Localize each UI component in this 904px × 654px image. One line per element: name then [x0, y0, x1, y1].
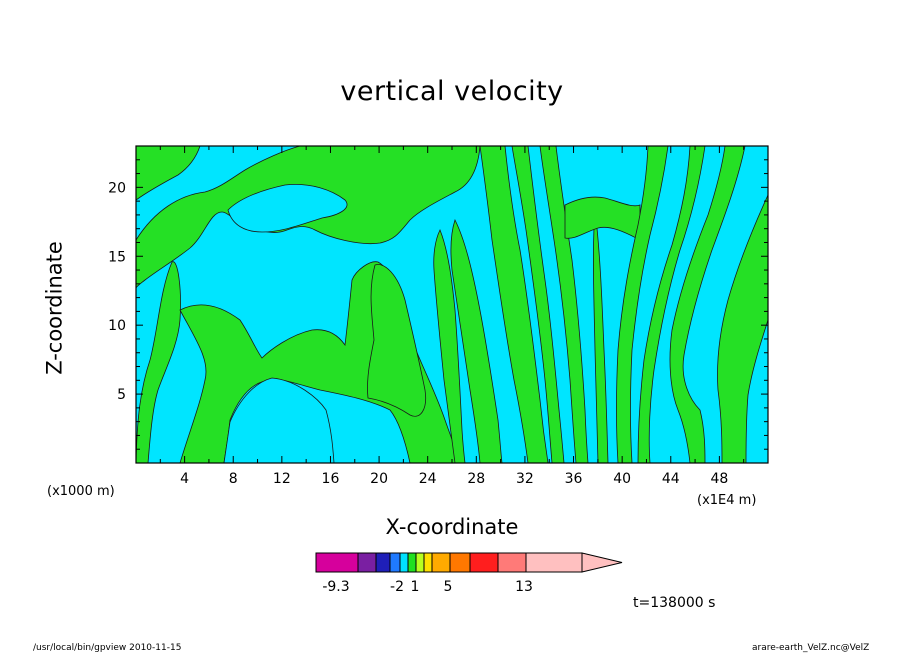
x-tick-label: 20	[370, 471, 388, 487]
colorbar-segment	[423, 552, 433, 573]
colorbar-segment	[525, 552, 583, 573]
time-stamp: t=138000 s	[633, 595, 716, 611]
colorbar-label: 1	[411, 579, 420, 595]
y-tick-label: 5	[117, 387, 126, 403]
x-tick-label: 44	[662, 471, 680, 487]
x-tick-label: 48	[710, 471, 728, 487]
colorbar: -9.3 -2 1 5 13	[315, 552, 623, 595]
contour-region	[367, 264, 427, 417]
contour-region	[450, 218, 503, 463]
colorbar-segment	[431, 552, 451, 573]
colorbar-segment	[315, 552, 359, 573]
colorbar-label: 5	[444, 579, 453, 595]
x-axis: 4 8 12 16 20 24 28 32 36 40 44 48	[159, 146, 745, 487]
footer-file-variable: arare-earth_VelZ.nc@VelZ	[752, 643, 870, 653]
contour-region	[669, 146, 746, 463]
colorbar-label: -2	[390, 579, 404, 595]
contour-region	[433, 229, 466, 463]
colorbar-segment	[497, 552, 527, 573]
colorbar-extend-arrow	[581, 552, 623, 573]
contour-field	[136, 146, 768, 463]
contour-region	[616, 146, 669, 463]
x-tick-label: 16	[322, 471, 340, 487]
y-axis: 5 10 15 20	[108, 159, 768, 450]
contour-region	[511, 146, 565, 463]
colorbar-segment	[469, 552, 499, 573]
colorbar-segment	[399, 552, 409, 573]
x-axis-unit-right: (x1E4 m)	[697, 493, 757, 508]
contour-region	[637, 146, 706, 463]
x-tick-label: 32	[516, 471, 534, 487]
footer-program-date: /usr/local/bin/gpview 2010-11-15	[33, 643, 182, 653]
x-tick-label: 8	[229, 471, 238, 487]
colorbar-segment	[357, 552, 377, 573]
colorbar-label: -9.3	[322, 579, 349, 595]
y-tick-label: 10	[108, 318, 126, 334]
x-axis-unit-left: (x1000 m)	[47, 484, 115, 499]
y-tick-label: 15	[108, 249, 126, 265]
x-tick-label: 40	[613, 471, 631, 487]
contour-region	[479, 146, 549, 463]
x-tick-label: 36	[565, 471, 583, 487]
y-tick-label: 20	[108, 180, 126, 196]
colorbar-label: 13	[515, 579, 533, 595]
colorbar-segment	[415, 552, 425, 573]
colorbar-segment	[407, 552, 417, 573]
x-tick-label: 4	[180, 471, 189, 487]
colorbar-segment	[449, 552, 471, 573]
x-axis-label: X-coordinate	[385, 515, 519, 539]
contour-region	[136, 146, 201, 201]
contour-region	[136, 261, 181, 463]
contour-region	[539, 146, 589, 463]
colorbar-segment	[389, 552, 401, 573]
x-tick-label: 12	[273, 471, 291, 487]
contour-region	[223, 377, 335, 463]
contour-region	[593, 209, 609, 463]
chart-title: vertical velocity	[340, 76, 564, 107]
contour-region	[745, 319, 768, 463]
x-tick-label: 24	[419, 471, 437, 487]
colorbar-segment	[375, 552, 391, 573]
contour-region	[227, 183, 348, 233]
x-tick-label: 28	[467, 471, 485, 487]
